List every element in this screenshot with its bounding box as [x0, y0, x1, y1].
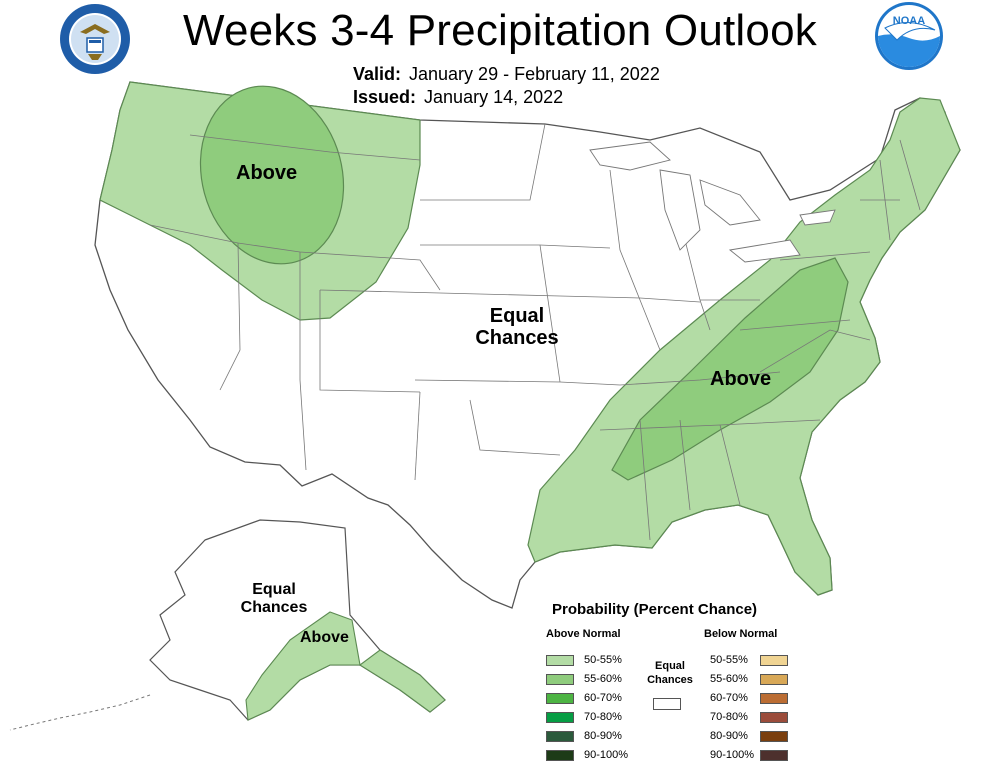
great-lakes: [589, 141, 836, 263]
valid-label: Valid:: [353, 64, 402, 84]
se-above-55-60-core: [611, 257, 849, 481]
legend-below-header: Below Normal: [704, 628, 778, 640]
legend-below-swatch: [760, 655, 788, 666]
alaska-equal-chances-label: Equal Chances: [232, 581, 316, 616]
legend-above-swatch: [546, 693, 574, 704]
legend-above-label: 60-70%: [584, 692, 622, 704]
equal-chances-main-line1: Equal: [489, 305, 545, 327]
legend-below-label: 60-70%: [710, 692, 748, 704]
legend-above-header: Above Normal: [546, 628, 621, 640]
legend-equal-line1: Equal: [655, 660, 685, 672]
alaska-above-label: Above: [300, 629, 349, 646]
legend-above-swatch: [546, 712, 574, 723]
legend-above-label: 55-60%: [584, 673, 622, 685]
se-above-label: Above: [710, 368, 772, 390]
legend-below-label: 70-80%: [710, 711, 748, 723]
state-boundaries: [149, 123, 921, 541]
noaa-logo-icon: NOAA: [875, 2, 943, 70]
legend-above-label: 50-55%: [584, 654, 622, 666]
legend-below-label: 55-60%: [710, 673, 748, 685]
legend-below-swatch: [760, 712, 788, 723]
alaska-equal-line1: Equal: [252, 581, 296, 598]
legend-below-swatch: [760, 693, 788, 704]
legend-below-swatch: [760, 750, 788, 761]
legend-equal-swatch: [653, 698, 681, 710]
legend-above-label: 70-80%: [584, 711, 622, 723]
legend-equal-line2: Chances: [647, 673, 693, 686]
commerce-seal-icon: [60, 4, 130, 74]
issued-label: Issued:: [353, 87, 417, 107]
equal-chances-main-line2: Chances: [475, 327, 559, 349]
legend-above-label: 90-100%: [584, 749, 629, 761]
equal-chances-main-label: Equal Chances: [462, 305, 572, 349]
legend-above-swatch: [546, 655, 574, 666]
legend-above-swatch: [546, 674, 574, 685]
legend-above-swatch: [546, 731, 574, 742]
alaska-above-50-55-region: [245, 611, 446, 721]
nw-above-55-60-core: [199, 85, 345, 265]
noaa-logo-text: NOAA: [893, 15, 925, 27]
valid-value: January 29 - February 11, 2022: [409, 64, 660, 84]
legend-above-label: 80-90%: [584, 730, 622, 742]
legend-above-swatch: [546, 750, 574, 761]
nw-above-label: Above: [236, 162, 298, 184]
legend-below-label: 80-90%: [710, 730, 748, 742]
alaska-equal-line2: Chances: [240, 598, 308, 616]
aleutian-islands: [9, 694, 151, 731]
issued-date: Issued: January 14, 2022: [353, 87, 563, 108]
legend-below-label: 90-100%: [710, 749, 755, 761]
legend-below-swatch: [760, 674, 788, 685]
issued-value: January 14, 2022: [424, 87, 564, 107]
valid-dates: Valid: January 29 - February 11, 2022: [353, 64, 660, 85]
legend-below-swatch: [760, 731, 788, 742]
legend-title: Probability (Percent Chance): [552, 601, 758, 618]
legend-below-label: 50-55%: [710, 654, 748, 666]
page-title: Weeks 3-4 Precipitation Outlook: [183, 6, 817, 55]
legend-equal-label: Equal Chances: [645, 660, 695, 688]
